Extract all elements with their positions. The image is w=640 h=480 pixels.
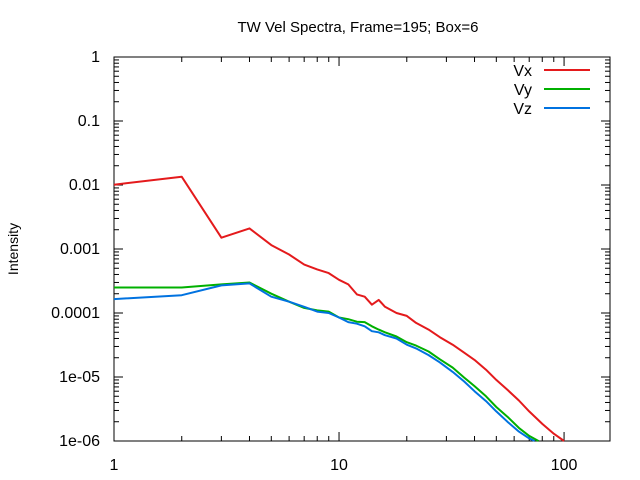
y-tick-label: 1 — [91, 49, 100, 66]
series-line-vy — [114, 281, 539, 442]
y-tick-label: 1e-05 — [59, 369, 100, 386]
legend: Vx Vy Vz — [513, 63, 590, 118]
series-line-vx — [113, 175, 565, 442]
legend-label-vz: Vz — [513, 101, 532, 118]
x-tick-label: 100 — [551, 457, 578, 474]
x-tick-label: 10 — [330, 457, 348, 474]
y-tick-label: 1e-06 — [59, 433, 100, 450]
legend-label-vx: Vx — [513, 63, 532, 80]
ticks-layer: 1 10 100 1 0.1 0.01 0.001 0.0001 1e-05 1e-06 — [51, 49, 610, 474]
y-axis-title: Intensity — [5, 223, 21, 275]
y-tick-label: 0.1 — [78, 113, 100, 130]
y-tick-label: 0.0001 — [51, 305, 100, 322]
legend-label-vy: Vy — [514, 82, 532, 99]
plot-frame — [113, 56, 611, 442]
chart-title: TW Vel Spectra, Frame=195; Box=6 — [238, 19, 479, 36]
x-tick-label: 1 — [110, 457, 119, 474]
series-line-vz — [113, 282, 536, 442]
series-layer — [113, 175, 565, 442]
y-tick-label: 0.01 — [69, 177, 100, 194]
y-tick-label: 0.001 — [60, 241, 100, 258]
